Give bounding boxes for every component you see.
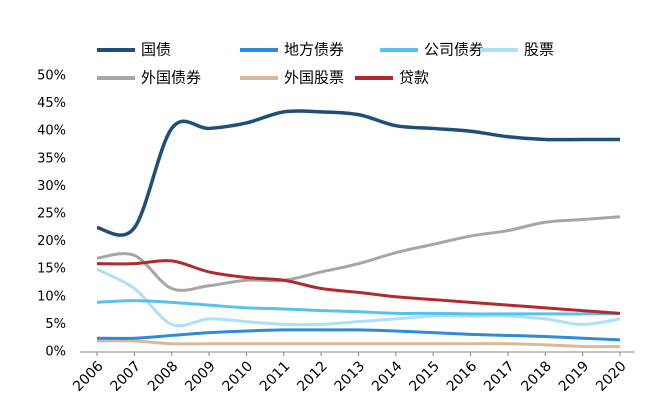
x-tick-label: 2018 (518, 358, 555, 395)
y-tick-label: 45% (37, 96, 66, 111)
x-tick-label: 2009 (182, 358, 219, 395)
x-tick-label: 2011 (257, 358, 294, 395)
series-line (96, 109, 620, 237)
series-line (96, 215, 621, 292)
y-tick-label: 10% (37, 289, 66, 304)
series-line (96, 267, 621, 328)
legend-label: 外国债券 (141, 69, 201, 87)
y-tick-label: 5% (45, 317, 66, 332)
y-tick-label: 40% (37, 124, 66, 139)
series-line (96, 339, 621, 349)
series-line (96, 299, 621, 316)
y-tick-label: 25% (37, 207, 66, 222)
y-tick-label: 0% (45, 345, 66, 360)
x-tick-label: 2015 (406, 358, 443, 395)
legend-label: 股票 (524, 41, 554, 59)
series-line (96, 328, 621, 342)
legend-label: 地方债券 (284, 41, 344, 59)
x-tick-label: 2007 (107, 358, 144, 395)
y-tick-label: 15% (37, 262, 66, 277)
x-tick-label: 2008 (145, 358, 182, 395)
x-tick-label: 2013 (332, 358, 369, 395)
legend-label: 国债 (141, 41, 171, 59)
y-tick-label: 30% (37, 179, 66, 194)
x-tick-label: 2016 (444, 358, 481, 395)
y-tick-label: 20% (37, 234, 66, 249)
x-tick-label: 2014 (369, 358, 406, 395)
series-line (96, 259, 621, 315)
y-tick-label: 35% (37, 151, 66, 166)
x-tick-label: 2019 (556, 358, 593, 395)
legend-label: 贷款 (399, 69, 429, 87)
x-tick-label: 2006 (70, 358, 107, 395)
x-tick-label: 2020 (593, 358, 630, 395)
x-tick-label: 2017 (481, 358, 518, 395)
legend-label: 公司债券 (424, 41, 484, 59)
x-tick-label: 2010 (220, 358, 257, 395)
legend-label: 外国股票 (284, 69, 344, 87)
y-tick-label: 50% (37, 69, 66, 84)
x-tick-label: 2012 (294, 358, 331, 395)
